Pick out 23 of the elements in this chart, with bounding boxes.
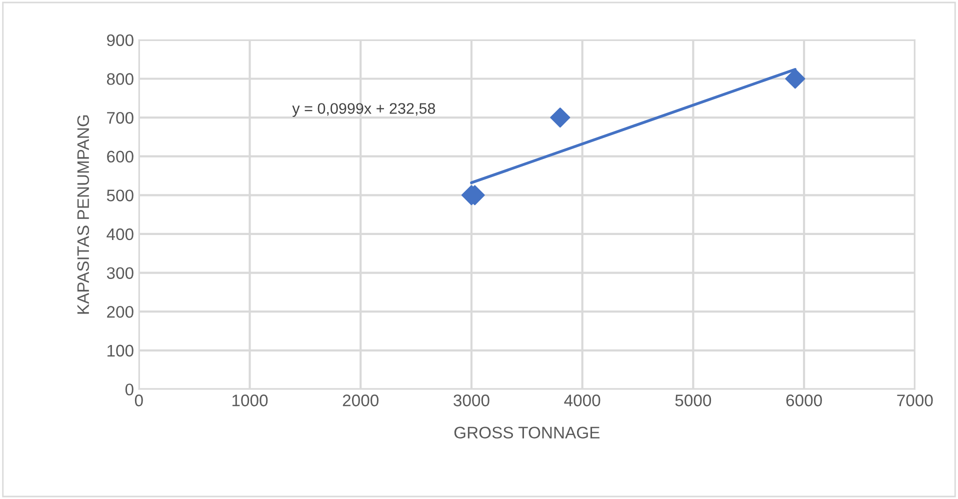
x-tick-label: 6000 (786, 394, 822, 406)
point (785, 68, 806, 89)
y-tick-label: 600 (107, 150, 134, 163)
y-tick-label: 100 (108, 344, 134, 357)
y-tick-label: 800 (106, 73, 134, 85)
x-tick-label: 1000 (232, 394, 268, 406)
y-tick-label: 400 (106, 228, 134, 240)
y-tick-label: 900 (107, 34, 134, 46)
x-tick-label: 0 (134, 394, 143, 406)
x-axis-title: GROSS TONNAGE (454, 426, 600, 439)
y-tick-label: 200 (107, 306, 134, 318)
y-tick-label: 500 (106, 190, 134, 202)
y-tick-label: 0 (125, 384, 134, 396)
y-tick-label: 700 (107, 112, 134, 124)
point (550, 108, 570, 128)
y-tick-label: 300 (106, 267, 134, 279)
x-tick-label: 5000 (675, 394, 712, 406)
x-tick-label: 7000 (897, 394, 933, 406)
x-tick-label: 4000 (564, 394, 600, 406)
x-tick-label: 2000 (342, 394, 379, 406)
y-axis-title: KAPASITAS PENUMPANG (77, 115, 90, 314)
annotation: y = 0,0999x + 232,58 (292, 103, 436, 117)
x-tick-label: 3000 (454, 394, 490, 406)
